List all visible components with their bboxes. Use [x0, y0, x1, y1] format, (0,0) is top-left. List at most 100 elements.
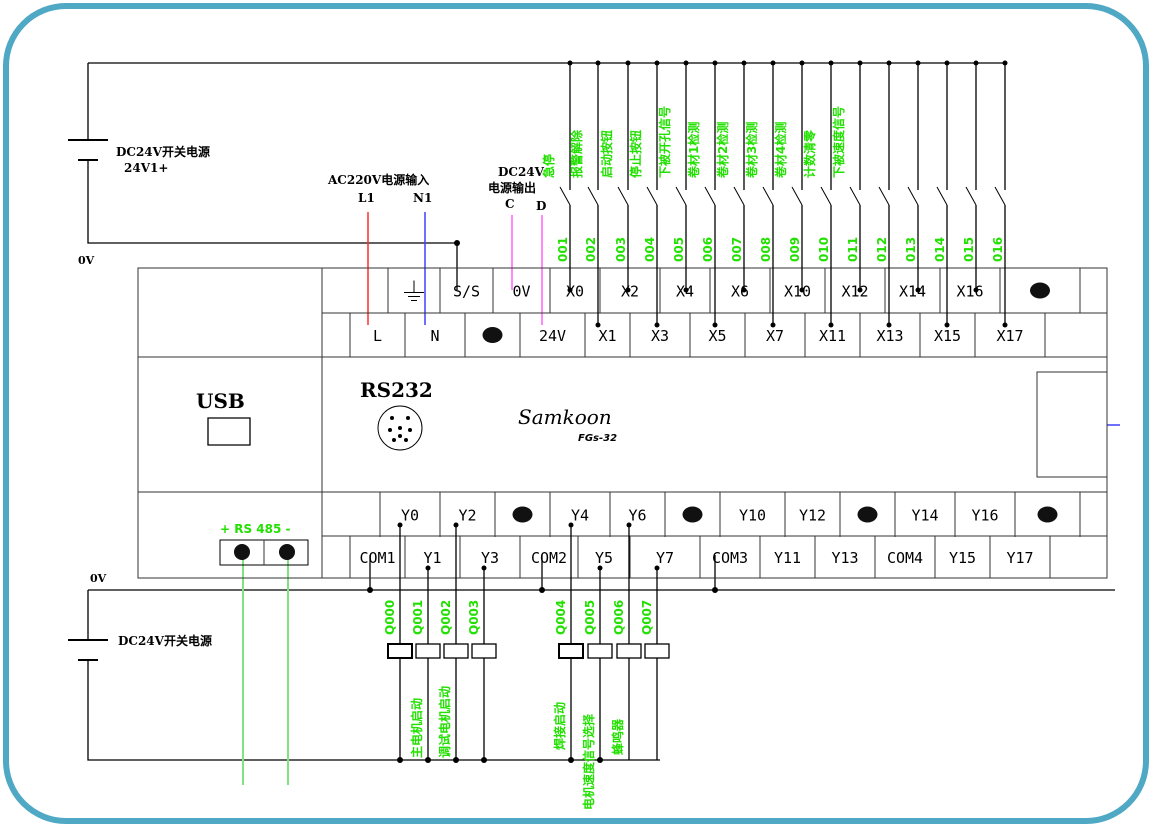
input-function-label: 卷材1检测 [686, 122, 701, 179]
terminal-x12[interactable]: X12 [841, 283, 868, 301]
terminal-y2[interactable]: Y2 [458, 507, 476, 525]
terminal-screw-icon [1030, 282, 1050, 299]
l1-label: L1 [358, 191, 375, 205]
junction-dot [453, 522, 459, 528]
input-switch-icon[interactable] [936, 186, 948, 206]
junction-dot [944, 60, 950, 66]
terminal-x5[interactable]: X5 [708, 327, 726, 345]
terminal-y13[interactable]: Y13 [831, 549, 858, 567]
terminal-y3[interactable]: Y3 [481, 549, 499, 567]
terminal-y4[interactable]: Y4 [571, 507, 589, 525]
junction-dot [857, 60, 863, 66]
battery-bottom [68, 639, 108, 661]
input-switch-icon[interactable] [704, 186, 716, 206]
input-switch-icon[interactable] [878, 186, 890, 206]
junction-dot [770, 60, 776, 66]
terminal-x3[interactable]: X3 [651, 327, 669, 345]
terminal-x13[interactable]: X13 [876, 327, 903, 345]
junction-dot [683, 60, 689, 66]
terminal-x6[interactable]: X6 [731, 283, 749, 301]
rs232-pin [408, 428, 412, 432]
rs232-pin [388, 428, 392, 432]
terminal-24v[interactable]: 24V [539, 327, 566, 345]
terminal-x10[interactable]: X10 [784, 283, 811, 301]
input-switch-icon[interactable] [820, 186, 832, 206]
junction-dot [915, 60, 921, 66]
n1-label: N1 [413, 191, 432, 205]
terminal-x1[interactable]: X1 [598, 327, 616, 345]
junction-dot [595, 322, 601, 328]
terminal-y11[interactable]: Y11 [774, 549, 801, 567]
junction-dot [567, 60, 573, 66]
junction-dot [654, 322, 660, 328]
terminal-y7[interactable]: Y7 [656, 549, 674, 567]
terminal-com4[interactable]: COM4 [887, 549, 923, 567]
junction-dot [654, 565, 660, 571]
dc24-top-sub: 24V1+ [124, 161, 168, 175]
junction-dot [828, 322, 834, 328]
terminal-x17[interactable]: X17 [996, 327, 1023, 345]
input-switch-icon[interactable] [587, 186, 599, 206]
terminal-y17[interactable]: Y17 [1006, 549, 1033, 567]
ac220-label: AC220V电源输入 [327, 172, 429, 187]
input-switch-icon[interactable] [762, 186, 774, 206]
terminal-y6[interactable]: Y6 [628, 507, 646, 525]
terminal-s/s[interactable]: S/S [453, 283, 480, 301]
terminal-y14[interactable]: Y14 [911, 507, 938, 525]
input-switch-icon[interactable] [559, 186, 571, 206]
rs232-pin [398, 426, 402, 430]
rs232-pin [390, 416, 394, 420]
rs485-screw-icon [234, 544, 250, 560]
input-switch-icon[interactable] [965, 186, 977, 206]
terminal-x7[interactable]: X7 [766, 327, 784, 345]
input-switch-icon[interactable] [849, 186, 861, 206]
terminal-x14[interactable]: X14 [899, 283, 926, 301]
terminal-com2[interactable]: COM2 [531, 549, 567, 567]
terminal-y1[interactable]: Y1 [423, 549, 441, 567]
terminal-y15[interactable]: Y15 [949, 549, 976, 567]
ov-top-label: 0V [78, 254, 95, 267]
ground-icon [404, 280, 424, 301]
terminal-com1[interactable]: COM1 [359, 549, 395, 567]
input-switch-icon[interactable] [791, 186, 803, 206]
rs232-label: RS232 [360, 378, 433, 402]
junction-dot [625, 287, 631, 293]
rs232-pin [404, 438, 408, 442]
terminal-y0[interactable]: Y0 [401, 507, 419, 525]
junction-dot [597, 757, 603, 763]
junction-dot [454, 240, 460, 246]
input-switch-icon[interactable] [675, 186, 687, 206]
input-switch-icon[interactable] [733, 186, 745, 206]
rs485-screw-icon [279, 544, 295, 560]
input-function-label: 报警解除 [569, 129, 584, 178]
terminal-y5[interactable]: Y5 [595, 549, 613, 567]
terminal-x16[interactable]: X16 [956, 283, 983, 301]
junction-dot [397, 757, 403, 763]
input-switch-icon[interactable] [617, 186, 629, 206]
terminal-y10[interactable]: Y10 [739, 507, 766, 525]
output-function-label: 调试电机启动 [437, 686, 452, 758]
junction-dot [626, 522, 632, 528]
junction-dot [799, 60, 805, 66]
input-number: 011 [846, 237, 860, 262]
terminal-com3[interactable]: COM3 [712, 549, 748, 567]
top-power-line [87, 62, 1005, 290]
rs232-port[interactable] [377, 405, 423, 451]
input-switch-icon[interactable] [994, 186, 1006, 206]
terminal-x15[interactable]: X15 [934, 327, 961, 345]
terminal-l[interactable]: L [373, 327, 382, 345]
dc24-out-label: DC24V [498, 165, 545, 179]
terminal-x11[interactable]: X11 [819, 327, 846, 345]
junction-dot [481, 757, 487, 763]
junction-dot [597, 565, 603, 571]
input-switch-icon[interactable] [907, 186, 919, 206]
terminal-y12[interactable]: Y12 [799, 507, 826, 525]
terminal-n[interactable]: N [430, 327, 439, 345]
input-switch-icon[interactable] [646, 186, 658, 206]
junction-dot [683, 287, 689, 293]
terminal-0v[interactable]: 0V [512, 283, 530, 301]
junction-dot [741, 60, 747, 66]
input-number: 004 [643, 237, 657, 262]
terminal-y16[interactable]: Y16 [971, 507, 998, 525]
model-label: FGs-32 [578, 433, 617, 444]
